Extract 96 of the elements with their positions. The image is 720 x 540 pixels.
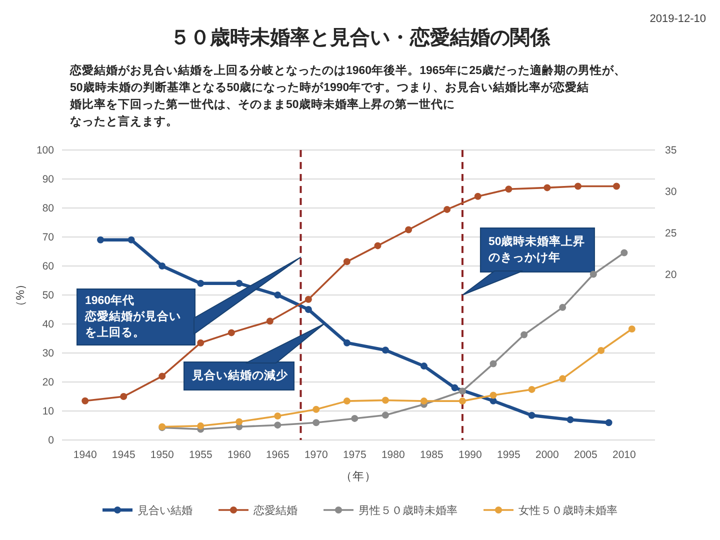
point bbox=[444, 206, 451, 213]
chart-title: ５０歳時未婚率と見合い・恋愛結婚の関係 bbox=[170, 26, 551, 49]
point bbox=[343, 339, 350, 346]
point bbox=[197, 339, 204, 346]
x-tick-label: 1990 bbox=[458, 449, 482, 461]
point bbox=[312, 406, 320, 413]
point bbox=[120, 393, 128, 400]
point bbox=[490, 360, 497, 368]
x-tick-label: 1955 bbox=[188, 449, 212, 461]
y-tick-label: 30 bbox=[42, 348, 54, 360]
point bbox=[312, 419, 320, 426]
y-tick-label: 60 bbox=[42, 260, 54, 272]
point bbox=[574, 182, 582, 190]
point bbox=[158, 372, 166, 380]
y-tick-label: 100 bbox=[36, 144, 54, 156]
point bbox=[474, 192, 482, 200]
point bbox=[266, 318, 274, 325]
x-tick-label: 1945 bbox=[112, 449, 136, 461]
point bbox=[304, 296, 312, 303]
x-tick-label: 2005 bbox=[574, 449, 598, 461]
point bbox=[374, 242, 382, 250]
point bbox=[598, 347, 605, 354]
y2-tick-label: 30 bbox=[665, 186, 677, 198]
x-tick-label: 1940 bbox=[73, 449, 97, 461]
x-tick-label: 1985 bbox=[420, 449, 444, 461]
y-tick-label: 10 bbox=[42, 406, 54, 418]
x-tick-label: 1950 bbox=[150, 449, 174, 461]
point bbox=[559, 304, 566, 311]
point bbox=[128, 236, 135, 244]
point bbox=[228, 329, 235, 336]
point bbox=[451, 384, 458, 392]
point bbox=[274, 292, 282, 298]
x-tick-label: 1995 bbox=[496, 449, 521, 461]
point bbox=[197, 280, 204, 287]
annotation: 1960年代恋愛結婚が見合いを上回る。 bbox=[84, 292, 181, 339]
annotation: 見合い結婚の減少 bbox=[191, 368, 289, 382]
point bbox=[197, 422, 204, 430]
point bbox=[351, 414, 358, 422]
point bbox=[590, 270, 597, 278]
y2-tick-label: 35 bbox=[665, 144, 677, 156]
x-tick-label: 2000 bbox=[536, 449, 560, 461]
point bbox=[528, 412, 536, 419]
y-tick-label: 50 bbox=[42, 290, 54, 302]
legend-label: 恋愛結婚 bbox=[252, 504, 298, 517]
text: 2019-12-10 bbox=[650, 13, 706, 25]
point bbox=[236, 280, 243, 287]
point bbox=[559, 375, 566, 382]
y2-tick-label: 25 bbox=[665, 227, 677, 240]
point bbox=[528, 386, 536, 393]
x-tick-label: 1970 bbox=[304, 449, 328, 461]
y2-tick-label: 20 bbox=[665, 268, 677, 281]
x-tick-label: 1960 bbox=[227, 449, 251, 461]
x-axis-title: （年） bbox=[340, 470, 376, 483]
point bbox=[490, 392, 497, 399]
point bbox=[566, 416, 574, 424]
y-tick-label: 40 bbox=[42, 318, 54, 330]
point bbox=[458, 388, 466, 395]
point bbox=[82, 397, 89, 404]
y-tick-label: 80 bbox=[42, 202, 54, 214]
point bbox=[382, 396, 389, 404]
y-tick-label: 20 bbox=[42, 376, 54, 388]
point bbox=[520, 331, 528, 338]
point bbox=[628, 325, 636, 332]
point bbox=[420, 362, 428, 370]
point bbox=[343, 398, 350, 405]
legend-label: 女性５０歳時未婚率 bbox=[518, 504, 618, 517]
point bbox=[544, 184, 551, 192]
point bbox=[236, 418, 243, 426]
y-tick-label: 90 bbox=[42, 174, 54, 186]
point bbox=[420, 398, 428, 405]
point bbox=[405, 226, 412, 234]
point bbox=[158, 262, 166, 270]
point bbox=[612, 182, 620, 190]
point bbox=[304, 306, 312, 313]
point bbox=[274, 412, 282, 420]
point bbox=[620, 249, 628, 256]
point bbox=[490, 397, 497, 404]
x-tick-label: 1975 bbox=[342, 449, 366, 461]
text: 恋愛結婚がお見合い結婚を上回る分岐となったのは1960年後半。1965年に25歳だった適齢期の男性が、50歳時未婚の判断基準となる50歳になった時が1990年です。つまり、お見合い結婚比率が恋愛結婚比率を下回った第一世代は、そのまま50歳時未婚率上昇の第一世代になったと言えます。 bbox=[69, 63, 626, 128]
legend-label: 見合い結婚 bbox=[138, 504, 192, 517]
x-tick-label: 2010 bbox=[612, 449, 636, 461]
y-tick-label: 70 bbox=[42, 232, 54, 244]
annotation: 50歳時未婚率上昇のきっかけ年 bbox=[488, 234, 586, 264]
y-tick-label: 0 bbox=[48, 434, 54, 446]
point bbox=[505, 186, 512, 193]
x-tick-label: 1980 bbox=[381, 449, 405, 461]
y-axis-title: （%） bbox=[15, 278, 27, 312]
point bbox=[343, 258, 350, 266]
point bbox=[97, 236, 104, 244]
point bbox=[382, 346, 389, 354]
point bbox=[605, 419, 612, 426]
point bbox=[274, 422, 282, 429]
point bbox=[382, 412, 389, 419]
x-tick-label: 1965 bbox=[266, 449, 290, 461]
legend-label: 男性５０歳時未婚率 bbox=[358, 504, 458, 517]
point bbox=[458, 398, 466, 405]
